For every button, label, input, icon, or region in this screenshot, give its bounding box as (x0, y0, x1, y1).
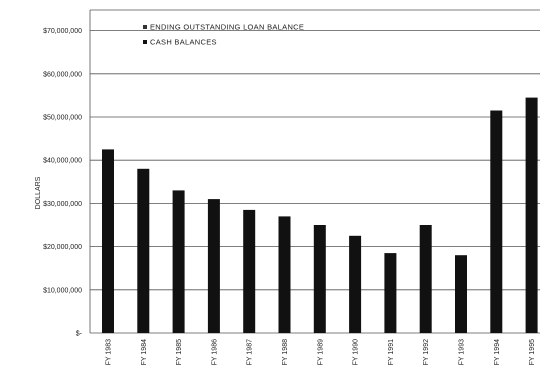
x-tick-label: FY 1988 (282, 339, 289, 365)
x-tick-label: FY 1991 (388, 339, 395, 365)
x-tick-label: FY 1986 (211, 339, 218, 365)
grid-lines (89, 9, 540, 334)
x-tick-label: FY 1993 (459, 339, 466, 365)
y-tick-label: $40,000,000 (43, 158, 82, 165)
legend-label-loan-balance: ENDING OUTSTANDING LOAN BALANCE (150, 23, 304, 32)
x-tick-label: FY 1994 (494, 339, 501, 365)
x-tick-label: FY 1995 (529, 339, 536, 365)
bar-fy-1987 (243, 209, 256, 333)
bar-fy-1988 (278, 216, 291, 333)
x-tick-label: FY 1992 (423, 339, 430, 365)
y-tick-label: $20,000,000 (43, 244, 82, 251)
y-tick-label: $30,000,000 (43, 201, 82, 208)
y-tick-label: $10,000,000 (43, 287, 82, 294)
bars (102, 97, 538, 333)
y-tick-label: $60,000,000 (43, 71, 82, 78)
legend-label-cash-balances: CASH BALANCES (150, 38, 217, 47)
x-tick-label: FY 1990 (353, 339, 360, 365)
x-tick-label: FY 1989 (317, 339, 324, 365)
legend-swatch-loan-balance-icon (143, 25, 147, 29)
x-axis-ticks: FY 1983 FY 1984 FY 1985 FY 1986 FY 1987 FY 19… (106, 339, 537, 365)
y-tick-label: $50,000,000 (43, 115, 82, 122)
bar-fy-1993 (455, 255, 467, 333)
bar-fy-1991 (384, 253, 397, 333)
legend: ENDING OUTSTANDING LOAN BALANCE CASH BAL… (143, 23, 304, 47)
y-axis-ticks: $- $10,000,000 $20,000,000 $30,000,000 $40,0… (43, 28, 83, 337)
bar-fy-1983 (102, 149, 114, 333)
y-tick-label: $70,000,000 (43, 28, 82, 35)
x-tick-label: FY 1987 (247, 339, 254, 365)
bar-fy-1984 (137, 168, 150, 333)
legend-swatch-cash-balances-icon (143, 40, 147, 44)
bar-fy-1992 (419, 225, 432, 333)
y-tick-label: $- (76, 331, 83, 338)
x-tick-label: FY 1984 (141, 339, 148, 365)
x-tick-label: FY 1983 (106, 339, 113, 365)
x-tick-label: FY 1985 (176, 339, 183, 365)
bar-fy-1989 (313, 225, 326, 333)
bar-fy-1986 (207, 199, 220, 333)
bar-fy-1994 (490, 110, 503, 333)
bar-fy-1990 (349, 235, 362, 333)
bar-fy-1995 (525, 97, 538, 333)
bar-fy-1985 (172, 190, 185, 333)
y-axis-label: DOLLARS (35, 176, 42, 209)
